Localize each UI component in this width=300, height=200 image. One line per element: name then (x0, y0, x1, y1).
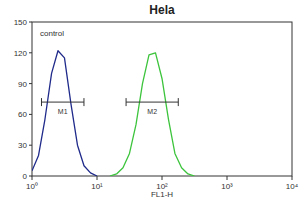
y-tick-label: 30 (18, 141, 27, 150)
plot-area (32, 51, 194, 176)
y-tick-label: 0 (23, 172, 28, 181)
series-line (110, 53, 195, 176)
x-tick (32, 176, 33, 180)
x-tick (292, 176, 293, 180)
gate-marker (126, 98, 178, 106)
y-tick-label: 120 (14, 49, 28, 58)
x-tick (162, 176, 163, 180)
series-label: control (40, 29, 64, 38)
title: Hela (149, 3, 175, 17)
y-tick-label: 150 (14, 18, 28, 27)
series-line (32, 51, 97, 176)
x-tick (97, 176, 98, 180)
gate-label: M2 (147, 108, 157, 115)
y-tick-label: 90 (18, 80, 27, 89)
chart: Hela030609012015010⁰10¹10²10³10⁴FL1-Hcon… (0, 0, 300, 200)
plot-frame (32, 22, 292, 176)
x-tick-label: 10⁴ (286, 182, 299, 191)
x-tick (227, 176, 228, 180)
y-tick-label: 60 (18, 110, 27, 119)
x-tick-label: 10³ (221, 182, 233, 191)
x-tick-label: 10⁰ (26, 182, 38, 191)
gate-label: M1 (58, 108, 68, 115)
x-tick-label: 10¹ (91, 182, 103, 191)
gate-marker (41, 98, 83, 106)
x-axis-label: FL1-H (151, 190, 173, 199)
